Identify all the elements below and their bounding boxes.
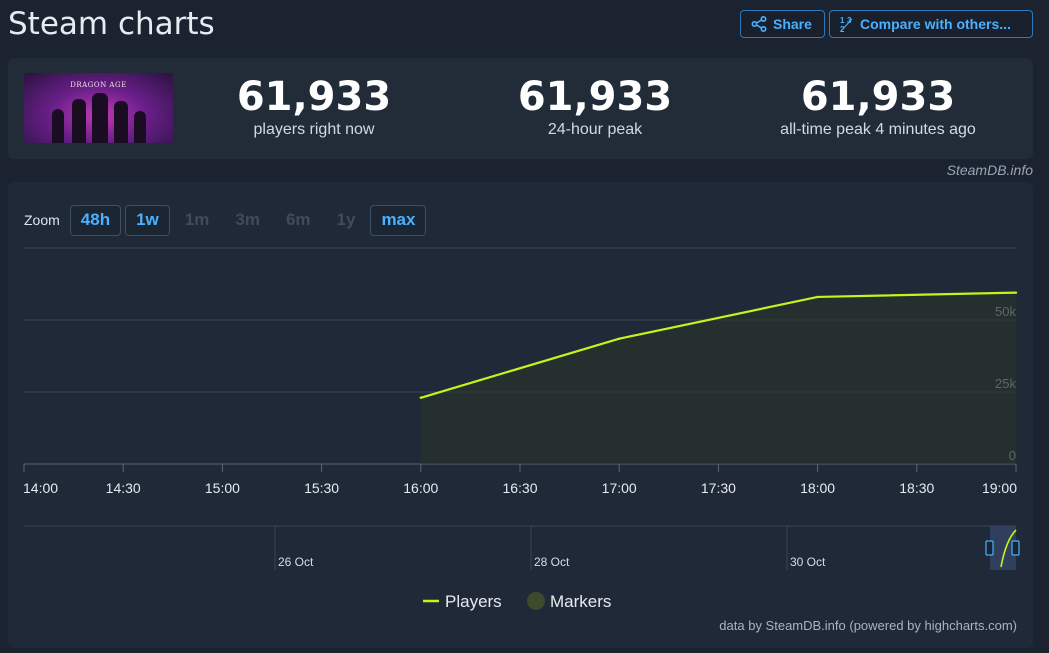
zoom-1m-button[interactable]: 1m	[184, 210, 210, 229]
x-tick-label: 17:00	[602, 480, 637, 496]
zoom-3m-button[interactable]: 3m	[235, 210, 260, 229]
stat-24h-peak: 61,933 24-hour peak	[503, 74, 687, 140]
series-area	[420, 292, 1016, 464]
data-point	[1014, 291, 1018, 294]
x-tick-label: 15:00	[205, 480, 240, 496]
stat-label: all-time peak 4 minutes ago	[780, 121, 976, 138]
compare-label: Compare with others...	[860, 16, 1011, 32]
x-tick-label: 16:30	[502, 480, 537, 496]
steamdb-credit[interactable]: SteamDB.info	[946, 162, 1033, 178]
stat-players-now: 61,933 players right now	[222, 74, 406, 140]
legend-markers-label[interactable]: Markers	[550, 592, 611, 611]
navigator-series-line	[1000, 529, 1017, 568]
x-tick-label: 18:30	[899, 480, 934, 496]
x-tick-label: 17:30	[701, 480, 736, 496]
stat-label: players right now	[253, 121, 375, 138]
share-button[interactable]: Share	[740, 10, 825, 38]
navigator-date-label: 30 Oct	[790, 555, 826, 569]
stats-panel: DRAGON AGE 61,933 players right now 61,9…	[8, 58, 1033, 159]
zoom-1y-button[interactable]: 1y	[336, 210, 356, 229]
stat-all-time-peak: 61,933 all-time peak 4 minutes ago	[768, 74, 988, 140]
svg-text:3: 3	[847, 16, 852, 25]
zoom-1w-button[interactable]: 1w	[125, 204, 170, 236]
game-image[interactable]: DRAGON AGE	[24, 73, 173, 143]
legend-markers-swatch	[527, 592, 545, 610]
zoom-6m-button[interactable]: 6m	[285, 210, 311, 229]
x-tick-label: 19:00	[982, 480, 1017, 496]
zoom-controls: Zoom 48h 1w 1m 3m 6m 1y max	[24, 204, 430, 236]
data-point	[419, 396, 422, 399]
navigator-date-label: 28 Oct	[534, 555, 570, 569]
share-label: Share	[773, 16, 812, 32]
data-point	[618, 337, 621, 340]
zoom-max-button[interactable]: max	[370, 204, 427, 236]
game-logo: DRAGON AGE	[70, 81, 127, 89]
navigator-handle-right[interactable]	[1011, 540, 1020, 556]
navigator-handle-left[interactable]	[985, 540, 994, 556]
stat-value: 61,933	[800, 74, 956, 120]
player-chart[interactable]: 025k50k14:0014:3015:0015:3016:0016:3017:…	[0, 182, 1049, 653]
series-line	[420, 291, 1017, 399]
stat-label: 24-hour peak	[547, 121, 643, 138]
x-tick-label: 14:30	[106, 480, 141, 496]
svg-text:1: 1	[840, 16, 845, 25]
share-icon	[751, 16, 767, 32]
navigator-date-label: 26 Oct	[278, 555, 314, 569]
x-tick-label: 16:00	[403, 480, 438, 496]
legend-players-label[interactable]: Players	[445, 592, 502, 611]
compare-button[interactable]: 1 3 2 Compare with others...	[829, 10, 1033, 38]
x-tick-label: 18:00	[800, 480, 835, 496]
zoom-48h-button[interactable]: 48h	[69, 204, 122, 236]
x-tick-label: 14:00	[23, 480, 58, 496]
data-point	[816, 295, 819, 299]
x-tick-label: 15:30	[304, 480, 339, 496]
highcharts-credit[interactable]: data by SteamDB.info (powered by highcha…	[719, 618, 1017, 633]
stat-value: 61,933	[236, 74, 392, 120]
compare-icon: 1 3 2	[840, 16, 853, 33]
zoom-label: Zoom	[24, 212, 60, 228]
stat-value: 61,933	[517, 74, 673, 120]
page-title: Steam charts	[8, 6, 215, 42]
